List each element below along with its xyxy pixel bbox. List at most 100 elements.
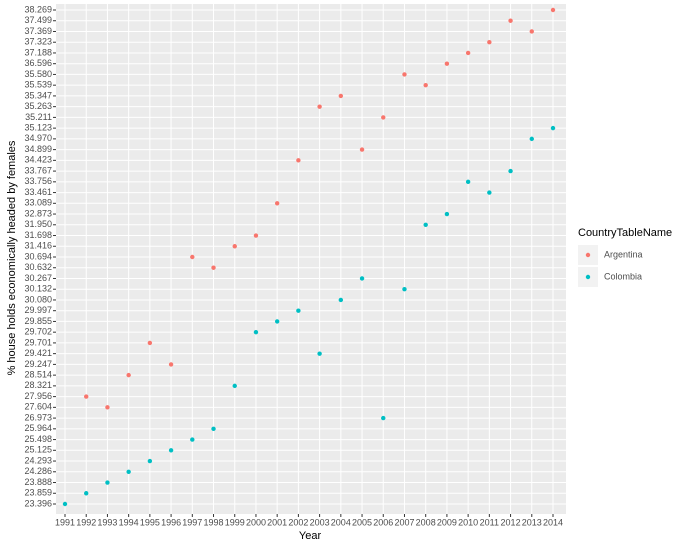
point [296,158,301,163]
y-tick-label: 35.123 [24,123,52,133]
point [211,426,216,432]
y-tick-label: 28.514 [24,370,52,380]
y-tick-label: 27.604 [24,402,52,412]
y-tick-label: 37.369 [24,26,52,36]
point [168,362,174,367]
point [274,319,280,324]
x-tick-label: 2007 [394,517,414,527]
point [444,61,450,66]
y-tick-label: 37.323 [24,37,52,47]
y-tick-label: 23.859 [24,488,52,498]
y-tick-label: 33.461 [24,187,52,197]
x-tick-label: 2006 [373,517,393,527]
y-tick-label: 36.596 [24,58,52,68]
x-tick-label: 1991 [55,517,75,527]
y-tick-label: 25.964 [24,423,52,433]
x-tick-label: 1997 [182,517,202,527]
x-tick-label: 2008 [416,517,436,527]
point [296,308,301,313]
point [402,287,407,292]
x-tick-label: 2014 [543,517,563,527]
y-tick-label: 29.421 [24,348,52,358]
point [529,136,534,142]
point [147,340,153,346]
point [508,18,513,23]
y-tick-label: 24.293 [24,455,52,465]
point [232,244,237,249]
y-tick-label: 27.956 [24,391,52,401]
x-axis-title: Year [299,530,322,542]
x-tick-label: 1999 [225,517,245,527]
point [423,82,428,88]
legend-marker [585,252,591,258]
point [62,501,68,507]
point [147,458,153,464]
point [126,469,131,474]
point [274,201,280,206]
point [423,222,428,227]
point [253,329,259,335]
point [317,104,322,109]
x-tick-label: 1996 [161,517,181,527]
y-tick-label: 37.499 [24,15,52,25]
y-tick-label: 35.539 [24,80,52,90]
point [550,125,556,131]
y-tick-label: 23.888 [24,477,52,487]
legend-label: Colombia [604,271,642,281]
y-tick-label: 31.698 [24,230,52,240]
point [338,297,344,303]
x-tick-label: 2000 [246,517,266,527]
point [465,50,471,56]
y-tick-label: 34.423 [24,155,52,165]
y-tick-label: 30.632 [24,262,52,272]
point [84,491,89,496]
y-tick-label: 29.701 [24,337,52,347]
y-tick-label: 29.997 [24,305,52,315]
y-tick-label: 34.899 [24,144,52,154]
y-tick-label: 35.211 [25,112,52,122]
point [190,437,195,442]
y-tick-label: 31.416 [24,241,52,251]
point [381,415,386,421]
point [126,372,131,378]
y-tick-label: 35.347 [24,90,52,100]
y-tick-label: 23.396 [24,498,52,508]
x-tick-label: 1998 [204,517,224,527]
x-tick-label: 2005 [352,517,372,527]
y-tick-label: 31.950 [24,219,52,229]
point [317,351,322,356]
y-tick-label: 30.267 [24,273,52,283]
y-tick-label: 29.702 [24,327,52,337]
y-tick-label: 35.580 [24,69,52,79]
point [211,265,216,270]
x-tick-label: 2004 [331,517,351,527]
point [402,72,407,77]
x-tick-label: 2011 [480,517,499,527]
x-tick-label: 1994 [119,517,139,527]
point [84,394,89,399]
point [359,147,365,152]
point [487,190,492,195]
point [232,383,237,389]
point [550,7,556,13]
legend-label: Argentina [604,249,643,259]
point [529,29,534,34]
x-tick-label: 1995 [140,517,160,527]
y-tick-label: 26.973 [24,412,52,422]
y-tick-label: 29.855 [24,316,52,326]
x-tick-label: 2003 [310,517,330,527]
y-tick-label: 32.873 [24,208,52,218]
x-tick-label: 2010 [458,517,478,527]
y-tick-label: 35.263 [24,101,52,111]
y-tick-label: 30.694 [24,251,52,261]
point [444,211,450,217]
point [381,115,386,120]
x-tick-label: 2013 [522,517,542,527]
point [359,276,365,281]
point [253,233,259,238]
point [465,179,471,185]
point [168,448,174,453]
y-tick-label: 38.269 [24,4,52,14]
x-tick-label: 2001 [267,517,287,527]
